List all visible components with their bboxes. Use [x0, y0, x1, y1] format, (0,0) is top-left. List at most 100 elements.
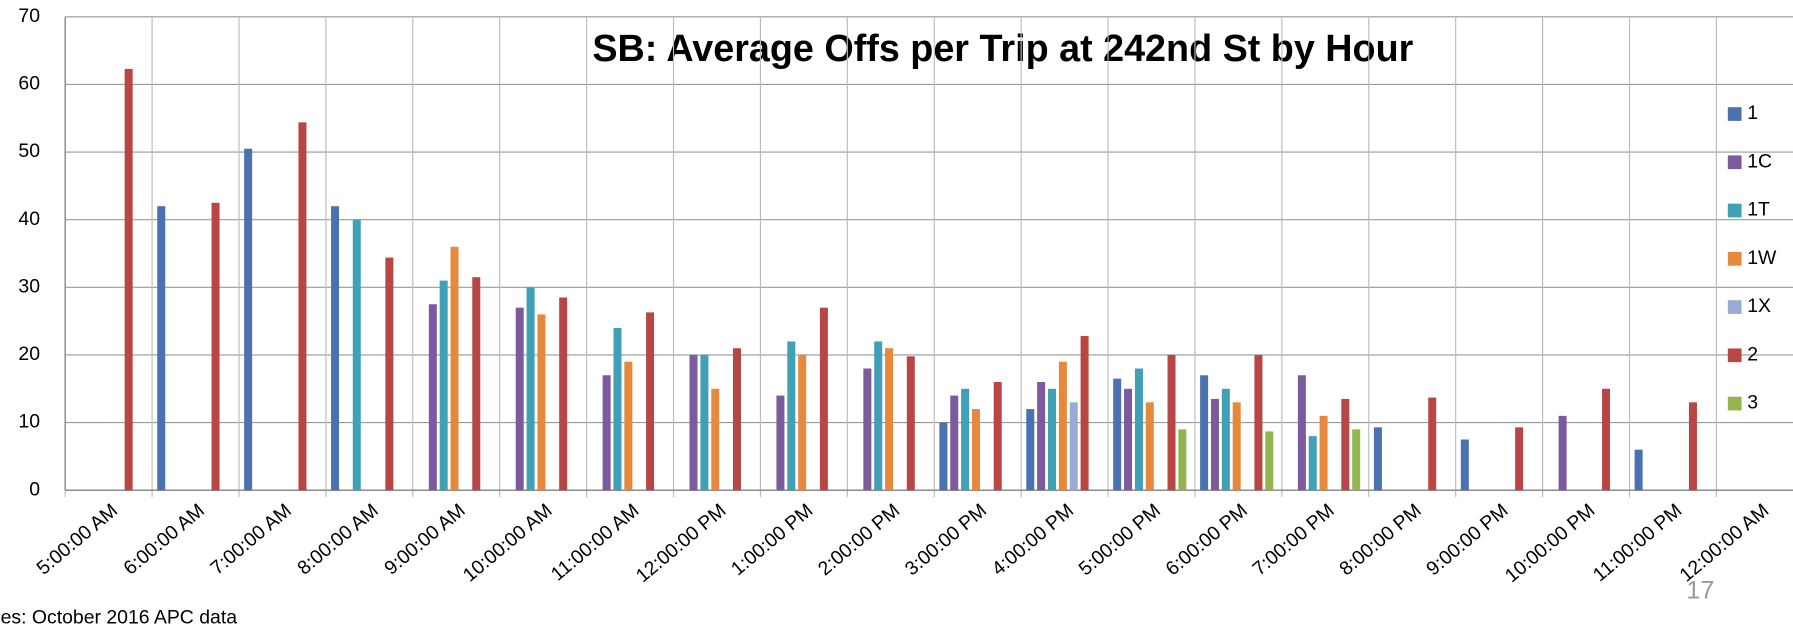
x-tick-label: 8:00:00 PM — [1335, 499, 1425, 580]
legend-label: 3 — [1747, 392, 1758, 414]
x-tick-label: 11:00:00 AM — [547, 499, 644, 585]
bar — [157, 206, 166, 491]
bar — [1167, 354, 1176, 491]
bar — [950, 395, 959, 491]
x-tick-label: 6:00:00 AM — [119, 499, 208, 579]
x-tick-label: 10:00:00 PM — [1501, 499, 1600, 587]
y-tick-label: 60 — [18, 73, 40, 95]
x-tick-label: 5:00:00 PM — [1075, 499, 1165, 580]
x-tick-label: 12:00:00 AM — [1676, 499, 1774, 586]
x-tick-label: 8:00:00 AM — [293, 499, 382, 579]
bar — [1265, 431, 1274, 491]
bar — [798, 354, 807, 491]
bar — [1113, 378, 1122, 491]
x-tick-label: 6:00:00 PM — [1162, 499, 1252, 580]
bar — [732, 348, 741, 491]
bar — [1319, 415, 1328, 491]
source-note: ces: October 2016 APC data — [0, 606, 237, 626]
bar — [787, 341, 796, 491]
bar — [1460, 439, 1469, 491]
bar — [1026, 409, 1035, 491]
bar — [352, 219, 361, 491]
bar — [1602, 388, 1611, 491]
bar — [1308, 436, 1317, 491]
x-tick-label: 5:00:00 AM — [33, 499, 122, 579]
bar — [1210, 398, 1219, 491]
chart-title: SB: Average Offs per Trip at 242nd St by… — [592, 27, 1413, 69]
bar — [885, 348, 894, 491]
bar — [526, 287, 535, 491]
bar — [689, 354, 698, 491]
bar — [961, 388, 970, 491]
bar — [1069, 402, 1078, 491]
bar — [124, 68, 133, 491]
bar — [939, 422, 948, 491]
bar — [602, 375, 611, 491]
y-tick-label: 0 — [29, 478, 40, 500]
y-tick-label: 40 — [18, 208, 40, 230]
x-tick-label: 11:00:00 PM — [1589, 499, 1686, 586]
page-number: 17 — [1686, 577, 1714, 605]
x-tick-label: 7:00:00 AM — [206, 499, 295, 579]
bar — [1134, 368, 1143, 491]
y-tick-label: 10 — [18, 411, 40, 433]
y-tick-label: 50 — [18, 140, 40, 162]
legend-label: 1T — [1747, 199, 1770, 221]
bar — [1341, 398, 1350, 491]
bar — [1080, 336, 1089, 491]
bar — [874, 341, 883, 491]
bar — [1200, 375, 1209, 491]
bar — [1037, 382, 1046, 491]
bar — [613, 327, 622, 491]
bar — [993, 382, 1002, 491]
y-tick-label: 20 — [18, 343, 40, 365]
bar — [331, 206, 340, 491]
legend-swatch — [1727, 348, 1742, 363]
bar — [1124, 388, 1133, 491]
bar — [863, 368, 872, 491]
legend-swatch — [1727, 155, 1742, 170]
legend-swatch — [1727, 251, 1742, 266]
bar — [1428, 397, 1437, 491]
bar — [1232, 402, 1241, 491]
bar — [1221, 388, 1230, 491]
bar — [515, 307, 524, 491]
x-tick-label: 2:00:00 PM — [814, 499, 904, 580]
bar — [1048, 388, 1057, 491]
bar — [1297, 375, 1306, 491]
bar — [385, 257, 394, 491]
legend-label: 1 — [1747, 102, 1758, 124]
bar — [819, 307, 828, 491]
bar — [450, 246, 459, 491]
x-tick-label: 7:00:00 PM — [1248, 499, 1338, 580]
bar — [906, 356, 915, 491]
bar — [244, 148, 253, 491]
legend-label: 1W — [1747, 247, 1777, 269]
bar — [211, 202, 220, 491]
x-tick-label: 3:00:00 PM — [901, 499, 991, 580]
bar — [298, 122, 307, 491]
bar — [971, 409, 980, 491]
bar — [700, 354, 709, 491]
legend-swatch — [1727, 107, 1742, 121]
bar — [1515, 427, 1524, 491]
bar — [1254, 354, 1263, 491]
legend-label: 2 — [1747, 343, 1758, 365]
x-tick-label: 9:00:00 PM — [1422, 499, 1512, 580]
bar — [711, 388, 720, 491]
bar — [428, 304, 437, 491]
x-tick-label: 4:00:00 PM — [988, 499, 1078, 580]
bar — [1178, 429, 1187, 491]
legend-swatch — [1727, 300, 1742, 314]
bar — [1634, 449, 1643, 491]
bar — [537, 314, 546, 491]
bar — [1558, 415, 1567, 491]
bar — [646, 312, 655, 491]
bar — [1373, 427, 1382, 491]
bar — [1145, 402, 1154, 491]
legend-label: 1X — [1747, 295, 1771, 317]
bar — [1688, 402, 1697, 491]
bar — [1352, 429, 1361, 491]
